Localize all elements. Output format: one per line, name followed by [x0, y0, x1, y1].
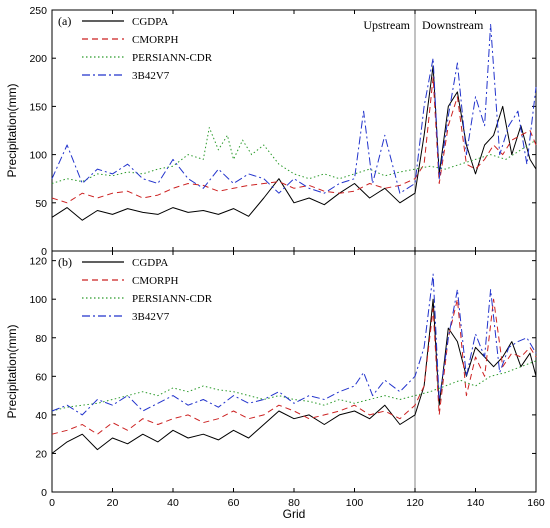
x-tick-label: 60 [228, 497, 240, 509]
y-tick-label: 20 [35, 448, 47, 460]
y-tick-label: 100 [29, 294, 47, 306]
x-tick-label: 0 [49, 497, 55, 509]
panel-a: 0 50 100 150 200 250 Precipitation(mm) (a) CGDPA… [5, 5, 537, 492]
y-axis-title: Precipitation(mm) [5, 324, 19, 418]
series-line-cgdpa [51, 298, 537, 454]
upstream-label: Upstream [363, 18, 410, 32]
legend: CGDPA CMORPH PERSIANN-CDR 3B42V7 [82, 16, 213, 82]
series-line-3b42v7 [51, 24, 537, 194]
x-tick-label: 120 [406, 497, 424, 509]
legend-entry: CGDPA [132, 257, 168, 269]
panel-label: (b) [58, 255, 72, 269]
legend-entry: PERSIANN-CDR [132, 52, 213, 64]
legend-entry: 3B42V7 [132, 70, 170, 82]
y-tick-label: 50 [35, 198, 47, 210]
series-line-cgdpa [51, 65, 537, 221]
x-tick-label: 140 [467, 497, 485, 509]
panel-label: (a) [58, 14, 71, 28]
legend-entry: CMORPH [132, 34, 179, 46]
panel-b: 0 20 40 60 80 100 120 0 20 40 60 80 100 120 140 160 Prec… [5, 250, 545, 509]
x-tick-label: 80 [288, 497, 300, 509]
x-tick-label: 160 [527, 497, 545, 509]
x-tick-label: 100 [346, 497, 364, 509]
x-tick-label: 40 [167, 497, 179, 509]
downstream-label: Downstream [422, 18, 484, 32]
y-tick-label: 200 [29, 53, 47, 65]
plot-frame [51, 9, 537, 252]
legend: CGDPA CMORPH PERSIANN-CDR 3B42V7 [82, 257, 213, 323]
series-line-persiann-cdr [51, 127, 537, 184]
y-tick-label: 80 [35, 333, 47, 345]
x-tick-label: 20 [107, 497, 119, 509]
y-tick-label: 100 [29, 150, 47, 162]
legend-entry: CGDPA [132, 16, 168, 28]
y-tick-label: 150 [29, 101, 47, 113]
y-tick-label: 40 [35, 410, 47, 422]
y-tick-label: 250 [29, 5, 47, 17]
y-tick-label: 60 [35, 371, 47, 383]
y-tick-label: 0 [41, 246, 47, 258]
y-tick-label: 0 [41, 487, 47, 499]
series-line-cmorph [51, 77, 537, 204]
legend-entry: PERSIANN-CDR [132, 293, 213, 305]
y-axis-title: Precipitation(mm) [5, 83, 19, 177]
plot-frame [51, 250, 537, 493]
legend-entry: 3B42V7 [132, 311, 170, 323]
series-line-cmorph [51, 298, 537, 435]
y-tick-label: 120 [29, 256, 47, 268]
x-axis-title: Grid [283, 507, 306, 521]
legend-entry: CMORPH [132, 275, 179, 287]
series-line-3b42v7 [51, 273, 537, 416]
